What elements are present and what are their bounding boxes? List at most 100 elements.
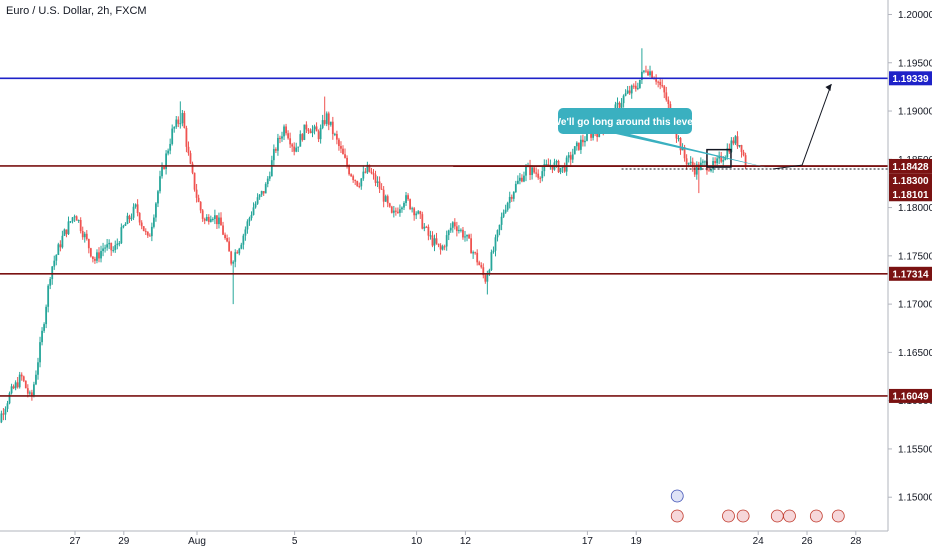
price-tag (889, 173, 932, 188)
candle-body (547, 164, 550, 166)
candle-body (730, 140, 733, 153)
candle-body (285, 126, 287, 134)
candle-body (83, 233, 86, 238)
candle-body (492, 250, 495, 253)
candle-body (91, 256, 94, 259)
candle-body (344, 154, 346, 158)
candle-body (246, 221, 249, 230)
candle-body (124, 223, 127, 226)
candle-body (724, 157, 727, 161)
candle-body (710, 169, 712, 171)
candle-body (258, 194, 261, 198)
candle-body (640, 71, 643, 80)
candle-body (297, 146, 300, 148)
candle-body (453, 222, 456, 227)
level-price-tag (889, 266, 932, 281)
candle-body (386, 196, 389, 204)
candle-body (545, 164, 548, 166)
candle-body (502, 212, 505, 217)
candle-body (20, 374, 23, 377)
candle-body (293, 146, 296, 152)
event-flag-icon (736, 509, 750, 523)
candle-body (693, 167, 696, 175)
candle-body (155, 203, 157, 218)
candle-body (523, 175, 525, 182)
candle-body (726, 148, 729, 158)
candle-body (732, 140, 735, 144)
candle-body (525, 166, 527, 176)
x-tick-label: 28 (850, 536, 862, 547)
candle-body (661, 85, 664, 87)
candle-body (96, 252, 98, 261)
candle-body (596, 133, 599, 137)
candle-body (364, 171, 367, 173)
candle-body (734, 136, 737, 144)
candle-body (630, 85, 633, 94)
candle-body (376, 181, 379, 183)
candle-body (136, 204, 139, 214)
candle-body (65, 229, 68, 235)
candle-body (289, 138, 292, 145)
candle-body (18, 374, 21, 388)
candle-body (647, 71, 649, 76)
x-tick-label: Aug (188, 536, 206, 547)
candle-body (651, 71, 653, 79)
candle-body (665, 92, 668, 100)
candle-body (67, 221, 70, 235)
candle-body (216, 215, 218, 225)
candle-body (207, 216, 210, 222)
candle-body (567, 155, 570, 158)
price-tag-label: 1.18101 (892, 190, 929, 201)
candle-body (468, 234, 470, 239)
candle-body (342, 148, 344, 155)
candle-body (148, 235, 151, 237)
x-tick-label: 19 (631, 536, 643, 547)
event-flag-icon (809, 509, 823, 523)
candle-body (478, 262, 481, 266)
x-tick-label: 10 (411, 536, 423, 547)
candle-body (220, 217, 222, 226)
candle-body (30, 392, 33, 396)
candle-body (39, 342, 41, 363)
candle-body (159, 176, 161, 192)
y-tick-label: 1.19500 (898, 58, 932, 69)
candle-body (299, 134, 302, 147)
candle-body (303, 124, 306, 140)
candle-body (348, 166, 350, 175)
candle-body (722, 160, 725, 162)
candle-body (248, 218, 251, 222)
event-flag-icon (670, 509, 684, 523)
candle-body (388, 203, 391, 207)
candle-body (51, 266, 54, 280)
candle-body (415, 213, 418, 216)
candle-body (59, 244, 62, 248)
candle-body (232, 261, 235, 264)
candle-body (451, 222, 454, 228)
candle-body (484, 275, 487, 282)
candle-body (738, 145, 741, 147)
candle-body (691, 161, 694, 168)
candle-body (541, 171, 544, 179)
candle-body (222, 225, 224, 235)
candle-body (445, 235, 448, 247)
candle-body (486, 274, 489, 282)
candle-body (563, 166, 566, 172)
event-flag-icon (783, 509, 796, 523)
candle-body (317, 131, 320, 140)
candle-body (372, 173, 375, 175)
x-tick-label: 27 (69, 536, 81, 547)
candle-body (360, 178, 363, 187)
candle-body (185, 127, 188, 147)
candle-body (577, 142, 580, 150)
candle-body (358, 185, 361, 187)
candle-body (632, 85, 635, 87)
candle-body (169, 143, 172, 151)
candle-body (559, 167, 562, 173)
candle-body (370, 171, 373, 174)
candle-body (405, 195, 407, 203)
candle-body (262, 191, 265, 194)
candle-body (643, 70, 645, 72)
candle-body (742, 151, 745, 156)
candle-body (695, 164, 698, 175)
candle-body (43, 324, 45, 331)
